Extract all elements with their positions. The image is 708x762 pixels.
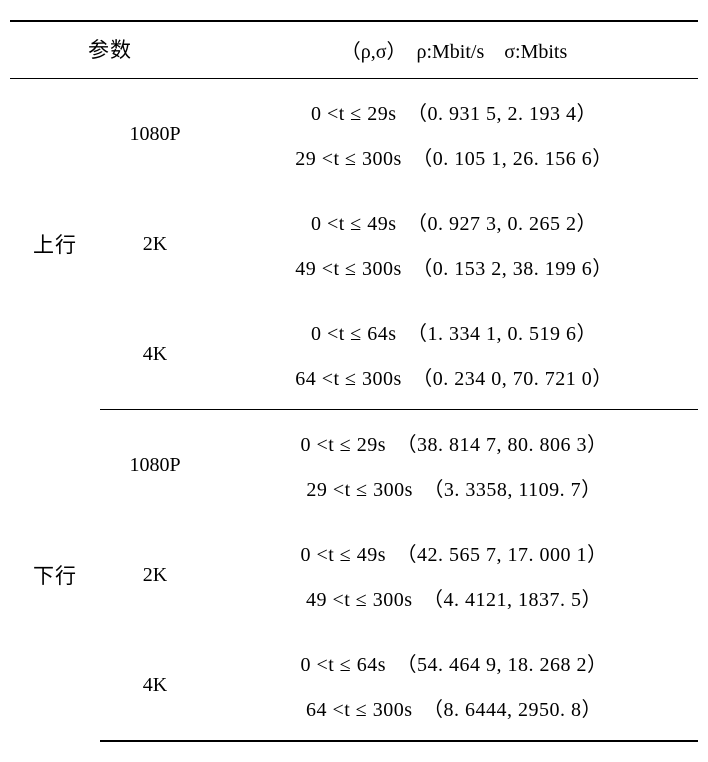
- table-row: 4K 0 <t ≤ 64s （54. 464 9, 18. 268 2） 64 …: [10, 630, 698, 741]
- resolution-cell: 4K: [100, 630, 210, 741]
- values-cell: 0 <t ≤ 29s （38. 814 7, 80. 806 3） 29 <t …: [210, 410, 698, 521]
- value-line: 0 <t ≤ 64s （54. 464 9, 18. 268 2）: [300, 648, 607, 677]
- table-row: 2K 0 <t ≤ 49s （0. 927 3, 0. 265 2） 49 <t…: [10, 189, 698, 299]
- value-line: 29 <t ≤ 300s （3. 3358, 1109. 7）: [306, 473, 601, 502]
- table-row: 上行 1080P 0 <t ≤ 29s （0. 931 5, 2. 193 4）…: [10, 79, 698, 190]
- value-line: 64 <t ≤ 300s （8. 6444, 2950. 8）: [306, 693, 602, 722]
- values-cell: 0 <t ≤ 64s （1. 334 1, 0. 519 6） 64 <t ≤ …: [210, 299, 698, 410]
- value-line: 29 <t ≤ 300s （0. 105 1, 26. 156 6）: [295, 142, 613, 171]
- values-cell: 0 <t ≤ 49s （0. 927 3, 0. 265 2） 49 <t ≤ …: [210, 189, 698, 299]
- value-line: 0 <t ≤ 29s （0. 931 5, 2. 193 4）: [311, 97, 597, 126]
- resolution-cell: 4K: [100, 299, 210, 410]
- table-row: 2K 0 <t ≤ 49s （42. 565 7, 17. 000 1） 49 …: [10, 520, 698, 630]
- values-cell: 0 <t ≤ 64s （54. 464 9, 18. 268 2） 64 <t …: [210, 630, 698, 741]
- value-line: 64 <t ≤ 300s （0. 234 0, 70. 721 0）: [295, 362, 613, 391]
- value-line: 49 <t ≤ 300s （4. 4121, 1837. 5）: [306, 583, 602, 612]
- value-line: 0 <t ≤ 49s （42. 565 7, 17. 000 1）: [300, 538, 607, 567]
- params-table: 参数 （ρ,σ） ρ:Mbit/s σ:Mbits 上行 1080P 0 <t …: [10, 20, 698, 742]
- header-value: （ρ,σ） ρ:Mbit/s σ:Mbits: [210, 21, 698, 79]
- value-line: 0 <t ≤ 49s （0. 927 3, 0. 265 2）: [311, 207, 597, 236]
- table-header-row: 参数 （ρ,σ） ρ:Mbit/s σ:Mbits: [10, 21, 698, 79]
- resolution-cell: 1080P: [100, 410, 210, 521]
- direction-cell: 上行: [10, 79, 100, 410]
- resolution-cell: 2K: [100, 520, 210, 630]
- values-cell: 0 <t ≤ 29s （0. 931 5, 2. 193 4） 29 <t ≤ …: [210, 79, 698, 190]
- direction-cell: 下行: [10, 410, 100, 742]
- resolution-cell: 2K: [100, 189, 210, 299]
- resolution-cell: 1080P: [100, 79, 210, 190]
- header-param: 参数: [10, 21, 210, 79]
- values-cell: 0 <t ≤ 49s （42. 565 7, 17. 000 1） 49 <t …: [210, 520, 698, 630]
- value-line: 0 <t ≤ 64s （1. 334 1, 0. 519 6）: [311, 317, 597, 346]
- value-line: 0 <t ≤ 29s （38. 814 7, 80. 806 3）: [300, 428, 607, 457]
- table-row: 下行 1080P 0 <t ≤ 29s （38. 814 7, 80. 806 …: [10, 410, 698, 521]
- value-line: 49 <t ≤ 300s （0. 153 2, 38. 199 6）: [295, 252, 613, 281]
- table-row: 4K 0 <t ≤ 64s （1. 334 1, 0. 519 6） 64 <t…: [10, 299, 698, 410]
